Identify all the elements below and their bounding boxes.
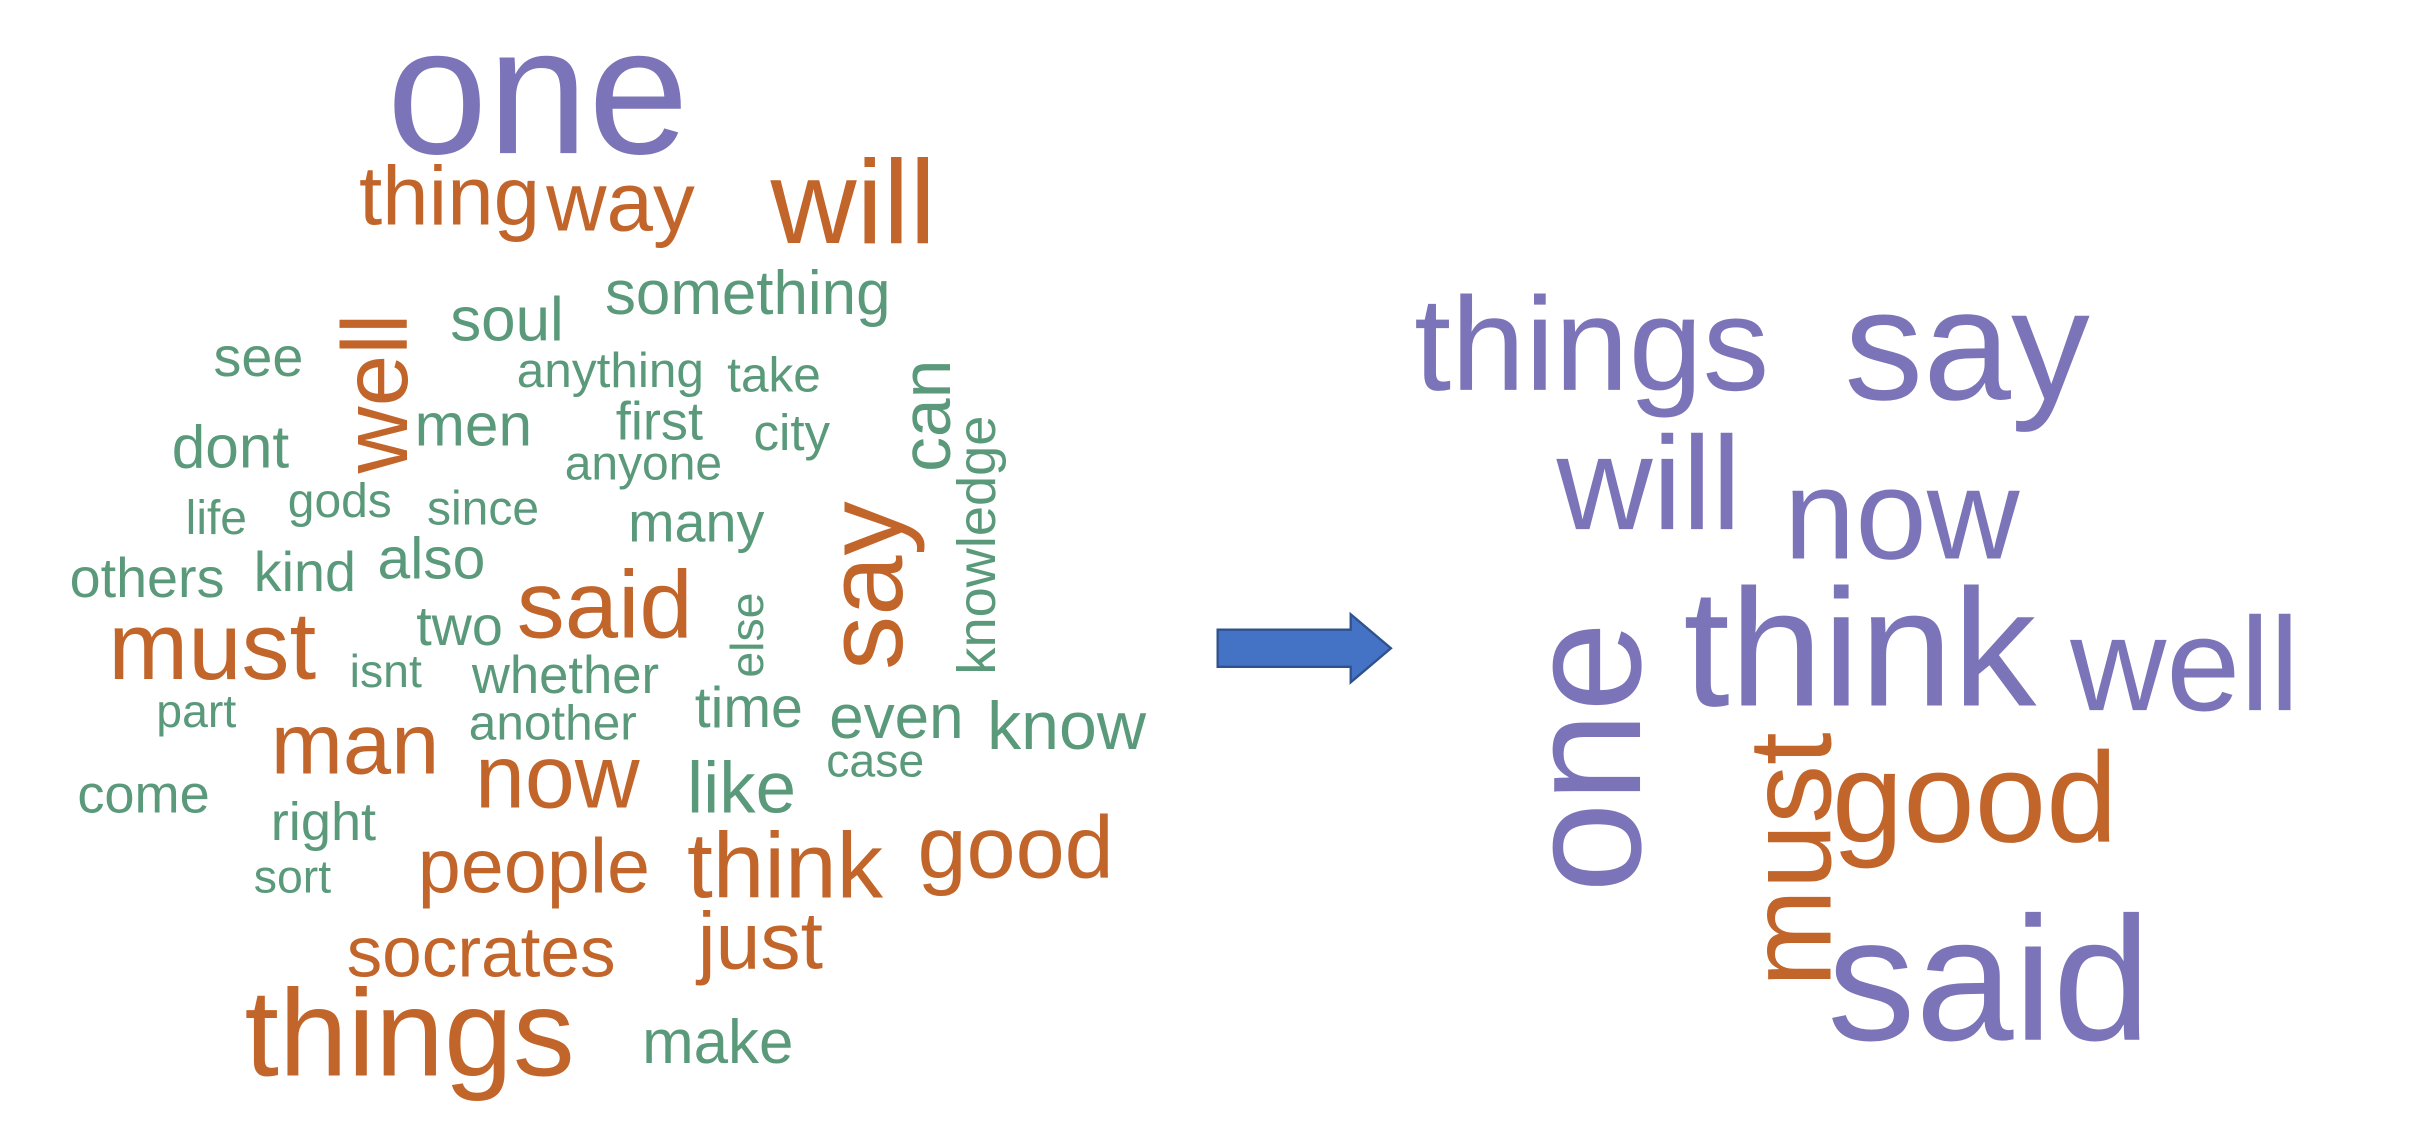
left-word-whether: whether bbox=[471, 646, 660, 706]
left-word-good: good bbox=[917, 798, 1114, 898]
left-word-even: even bbox=[829, 683, 964, 752]
left-word-see: see bbox=[213, 324, 304, 389]
left-word-must: must bbox=[108, 594, 317, 701]
left-word-also: also bbox=[377, 527, 486, 593]
left-word-soul: soul bbox=[450, 286, 564, 355]
left-word-will: will bbox=[770, 136, 936, 270]
left-word-kind: kind bbox=[253, 539, 356, 604]
left-word-men: men bbox=[414, 392, 533, 460]
left-word-said: said bbox=[516, 552, 693, 660]
right-word-think: think bbox=[1683, 553, 2037, 742]
right-word-one: one bbox=[1494, 621, 1676, 893]
left-word-people: people bbox=[417, 823, 651, 910]
left-word-anyone: anyone bbox=[564, 436, 723, 491]
left-word-others: others bbox=[69, 546, 225, 610]
left-word-thing: thing bbox=[358, 150, 541, 243]
left-word-gods: gods bbox=[287, 473, 392, 528]
left-word-just: just bbox=[697, 897, 823, 988]
right-word-say: say bbox=[1844, 256, 2090, 434]
left-word-take: take bbox=[727, 346, 821, 403]
left-word-think: think bbox=[686, 813, 884, 918]
left-word-else: else bbox=[722, 592, 774, 678]
left-word-right: right bbox=[270, 792, 377, 853]
left-word-case: case bbox=[826, 736, 925, 788]
left-word-things: things bbox=[244, 963, 575, 1102]
right-word-well: well bbox=[2070, 591, 2300, 740]
left-word-first: first bbox=[615, 391, 704, 452]
left-word-come: come bbox=[77, 764, 210, 825]
left-word-knowledge: knowledge bbox=[946, 415, 1008, 675]
left-word-know: know bbox=[987, 688, 1147, 765]
left-word-time: time bbox=[694, 676, 803, 740]
left-word-make: make bbox=[642, 1008, 794, 1077]
right-word-said: said bbox=[1827, 881, 2151, 1079]
left-word-sort: sort bbox=[253, 852, 332, 904]
left-word-life: life bbox=[185, 490, 247, 545]
right-word-things: things bbox=[1414, 270, 1770, 420]
left-word-city: city bbox=[753, 403, 831, 462]
left-word-something: something bbox=[604, 259, 891, 329]
left-word-many: many bbox=[628, 490, 765, 554]
right-word-will: will bbox=[1556, 410, 1742, 559]
left-word-say: say bbox=[804, 501, 926, 670]
left-word-now: now bbox=[474, 727, 640, 828]
left-word-anything: anything bbox=[516, 341, 704, 398]
left-word-since: since bbox=[427, 481, 540, 536]
left-word-like: like bbox=[686, 745, 797, 828]
left-word-isnt: isnt bbox=[349, 646, 422, 698]
left-word-well: well bbox=[323, 313, 428, 474]
left-word-socrates: socrates bbox=[346, 911, 616, 992]
left-word-way: way bbox=[546, 156, 695, 250]
left-word-two: two bbox=[416, 594, 503, 658]
right-arrow-icon bbox=[1216, 611, 1393, 685]
left-word-one: one bbox=[386, 0, 689, 192]
right-word-good: good bbox=[1831, 725, 2118, 870]
left-word-dont: dont bbox=[171, 414, 290, 482]
left-word-man: man bbox=[270, 694, 440, 793]
right-word-now: now bbox=[1783, 442, 2020, 587]
left-word-another: another bbox=[468, 694, 637, 751]
left-word-part: part bbox=[156, 686, 237, 739]
